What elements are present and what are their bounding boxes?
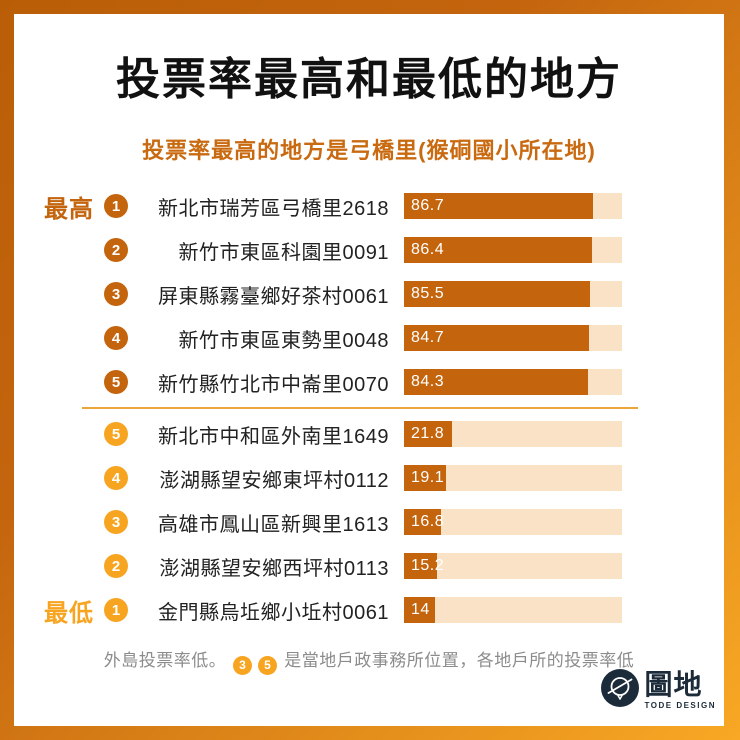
logo-subtitle: TODE DESIGN bbox=[644, 701, 716, 710]
tode-design-logo: 圖地 TODE DESIGN bbox=[600, 669, 716, 712]
rank-badge: 4 bbox=[104, 466, 128, 490]
bar-value: 84.7 bbox=[411, 329, 445, 346]
bar-fill: 21.8 bbox=[404, 421, 452, 447]
infographic-canvas: 投票率最高和最低的地方 投票率最高的地方是弓橋里(猴硐國小所在地) 最高 1 新… bbox=[14, 14, 724, 726]
bar-track: 21.8 bbox=[404, 421, 622, 447]
rank-badge: 2 bbox=[104, 554, 128, 578]
divider-wrap bbox=[44, 404, 638, 412]
bar-track: 84.3 bbox=[404, 369, 622, 395]
rank-badge: 3 bbox=[104, 282, 128, 306]
bar-track: 86.7 bbox=[404, 193, 622, 219]
rank-badge: 5 bbox=[104, 422, 128, 446]
chart-row: 5 新竹縣竹北市中崙里0070 84.3 bbox=[44, 360, 638, 404]
place-label: 新竹縣竹北市中崙里0070 bbox=[158, 373, 389, 396]
group-label: 最低 bbox=[44, 599, 94, 627]
rank-badge: 2 bbox=[104, 238, 128, 262]
chart-row: 最低 1 金門縣烏坵鄉小坵村0061 14 bbox=[44, 588, 638, 632]
bar-track: 14 bbox=[404, 597, 622, 623]
logo-text: 圖地 TODE DESIGN bbox=[644, 669, 716, 711]
bar-fill: 15.2 bbox=[404, 553, 444, 579]
rank-badge: 3 bbox=[104, 510, 128, 534]
place-label: 高雄市鳳山區新興里1613 bbox=[158, 513, 389, 536]
bar-fill: 16.8 bbox=[404, 509, 445, 535]
bar-value: 86.7 bbox=[411, 197, 445, 214]
high-low-divider bbox=[82, 407, 638, 409]
page-title: 投票率最高和最低的地方 bbox=[116, 55, 622, 104]
bar-fill: 14 bbox=[404, 597, 435, 623]
chart-rows-low: 5 新北市中和區外南里1649 21.8 4 澎湖縣望安鄉東坪村0112 19.… bbox=[44, 412, 638, 632]
logo-name: 圖地 bbox=[644, 669, 703, 700]
place-label: 新北市中和區外南里1649 bbox=[158, 425, 389, 448]
chart-row: 最高 1 新北市瑞芳區弓橋里2618 86.7 bbox=[44, 184, 638, 228]
footnote-badge-3: 3 bbox=[233, 655, 253, 675]
bar-fill: 85.5 bbox=[404, 281, 591, 307]
bar-track: 16.8 bbox=[404, 509, 622, 535]
bar-value: 15.2 bbox=[411, 557, 445, 574]
bar-value: 19.1 bbox=[411, 469, 445, 486]
place-label: 澎湖縣望安鄉西坪村0113 bbox=[159, 557, 389, 580]
page-subtitle: 投票率最高的地方是弓橋里(猴硐國小所在地) bbox=[142, 138, 596, 163]
bar-track: 84.7 bbox=[404, 325, 622, 351]
chart-row: 4 新竹市東區東勢里0048 84.7 bbox=[44, 316, 638, 360]
rank-badge: 5 bbox=[104, 370, 128, 394]
bar-fill: 84.7 bbox=[404, 325, 589, 351]
chart-row: 3 高雄市鳳山區新興里1613 16.8 bbox=[44, 500, 638, 544]
bar-value: 85.5 bbox=[411, 285, 445, 302]
bar-chart: 最高 1 新北市瑞芳區弓橋里2618 86.7 2 新竹市東區科園里0091 8… bbox=[44, 184, 638, 632]
footnote-badge-5: 5 bbox=[258, 655, 278, 675]
bar-track: 15.2 bbox=[404, 553, 622, 579]
rank-badge: 1 bbox=[104, 194, 128, 218]
rank-badge: 4 bbox=[104, 326, 128, 350]
bar-value: 21.8 bbox=[411, 425, 445, 442]
footnote: 外島投票率低。 3 5 是當地戶政事務所位置，各地戶所的投票率低 bbox=[14, 646, 724, 675]
place-label: 澎湖縣望安鄉東坪村0112 bbox=[159, 469, 389, 492]
rank-badge: 1 bbox=[104, 598, 128, 622]
bar-value: 86.4 bbox=[411, 241, 445, 258]
chart-row: 4 澎湖縣望安鄉東坪村0112 19.1 bbox=[44, 456, 638, 500]
bar-track: 85.5 bbox=[404, 281, 622, 307]
place-label: 新竹市東區東勢里0048 bbox=[178, 329, 389, 352]
bar-track: 19.1 bbox=[404, 465, 622, 491]
bar-value: 84.3 bbox=[411, 373, 445, 390]
bar-fill: 86.4 bbox=[404, 237, 593, 263]
chart-rows-high: 最高 1 新北市瑞芳區弓橋里2618 86.7 2 新竹市東區科園里0091 8… bbox=[44, 184, 638, 404]
bar-track: 86.4 bbox=[404, 237, 622, 263]
bar-fill: 86.7 bbox=[404, 193, 593, 219]
place-label: 新竹市東區科園里0091 bbox=[178, 241, 389, 264]
group-label: 最高 bbox=[44, 195, 94, 223]
chart-row: 2 澎湖縣望安鄉西坪村0113 15.2 bbox=[44, 544, 638, 588]
place-label: 新北市瑞芳區弓橋里2618 bbox=[158, 197, 389, 220]
bar-fill: 84.3 bbox=[404, 369, 588, 395]
globe-icon bbox=[600, 669, 639, 712]
place-label: 屏東縣霧臺鄉好茶村0061 bbox=[158, 285, 389, 308]
bar-fill: 19.1 bbox=[404, 465, 446, 491]
bar-value: 14 bbox=[411, 601, 430, 618]
chart-row: 5 新北市中和區外南里1649 21.8 bbox=[44, 412, 638, 456]
footnote-text-2: 是當地戶政事務所位置，各地戶所的投票率低 bbox=[284, 651, 635, 670]
footnote-text-1: 外島投票率低。 bbox=[103, 651, 227, 670]
chart-row: 3 屏東縣霧臺鄉好茶村0061 85.5 bbox=[44, 272, 638, 316]
chart-row: 2 新竹市東區科園里0091 86.4 bbox=[44, 228, 638, 272]
bar-value: 16.8 bbox=[411, 513, 445, 530]
place-label: 金門縣烏坵鄉小坵村0061 bbox=[158, 601, 389, 624]
